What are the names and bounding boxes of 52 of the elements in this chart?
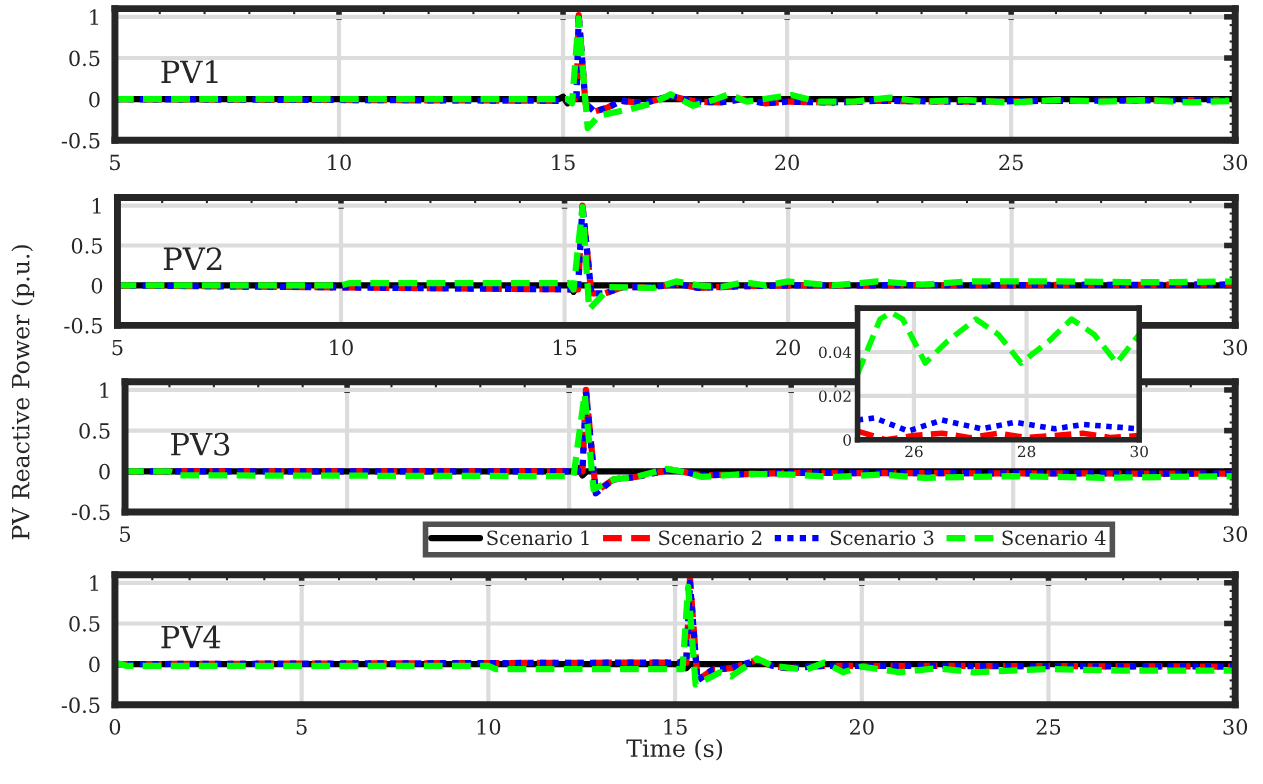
y-tick-label: 1 (100, 382, 109, 398)
text: PV2 (163, 247, 222, 270)
y-tick-label: -0.5 (71, 504, 110, 521)
x-tick-label: 25 (999, 154, 1023, 171)
x-tick-label: 10 (330, 339, 353, 356)
y-tick-label: 0 (89, 91, 100, 108)
y-tick-label: 1 (90, 9, 99, 25)
y-axis-title: PV Reactive Power (p.u.) (11, 245, 35, 540)
x-tick-label: 20 (849, 719, 874, 735)
x-tick-label: 5 (296, 719, 307, 735)
x-tick-label: 5 (120, 526, 131, 542)
y-tick-label: 1 (92, 198, 101, 214)
legend-label: Scenario 1 (487, 530, 589, 546)
y-tick-label: 0.5 (69, 50, 100, 67)
y-tick-label: 0.5 (79, 423, 110, 439)
x-tick-label: 15 (553, 339, 577, 356)
legend-label: Scenario 3 (830, 530, 934, 546)
y-tick-label: -0.5 (61, 132, 100, 149)
x-tick-label: 28 (1017, 445, 1036, 458)
x-tick-label: 10 (477, 719, 501, 735)
x-tick-label: 15 (664, 719, 687, 735)
y-tick-label: -0.5 (61, 697, 100, 714)
y-tick-label: 0 (89, 656, 100, 673)
x-tick-label: 30 (1223, 154, 1248, 171)
x-tick-label: 26 (905, 445, 923, 458)
y-tick-label: 0 (843, 434, 852, 446)
x-tick-label: 15 (552, 154, 575, 171)
legend-label: Scenario 2 (659, 530, 762, 546)
y-tick-label: 0.5 (69, 615, 100, 632)
y-tick-label: 0.02 (819, 390, 851, 402)
y-tick-label: 0 (99, 463, 110, 480)
x-tick-label: 10 (328, 154, 351, 171)
y-tick-label: 0.5 (71, 237, 102, 254)
x-tick-label: 20 (776, 339, 800, 356)
x-tick-label: 30 (1223, 526, 1248, 542)
x-axis-title: Time (s) (626, 738, 723, 761)
x-tick-label: 30 (1130, 445, 1148, 458)
x-tick-label: 25 (1036, 719, 1061, 735)
x-tick-label: 30 (1223, 719, 1248, 735)
x-tick-label: 20 (775, 154, 799, 171)
y-tick-label: 1 (90, 575, 99, 591)
x-tick-label: 5 (112, 339, 123, 356)
y-tick-label: 0 (91, 277, 103, 294)
legend-label: Scenario 4 (1002, 530, 1106, 546)
y-tick-label: 0.04 (819, 346, 852, 359)
text: PV4 (161, 625, 221, 649)
text: PV1 (161, 60, 218, 83)
x-tick-label: 30 (1223, 339, 1248, 356)
text: PV3 (171, 432, 230, 456)
x-tick-label: 0 (109, 719, 121, 735)
y-tick-label: -0.5 (64, 317, 102, 334)
x-tick-label: 5 (110, 154, 120, 171)
